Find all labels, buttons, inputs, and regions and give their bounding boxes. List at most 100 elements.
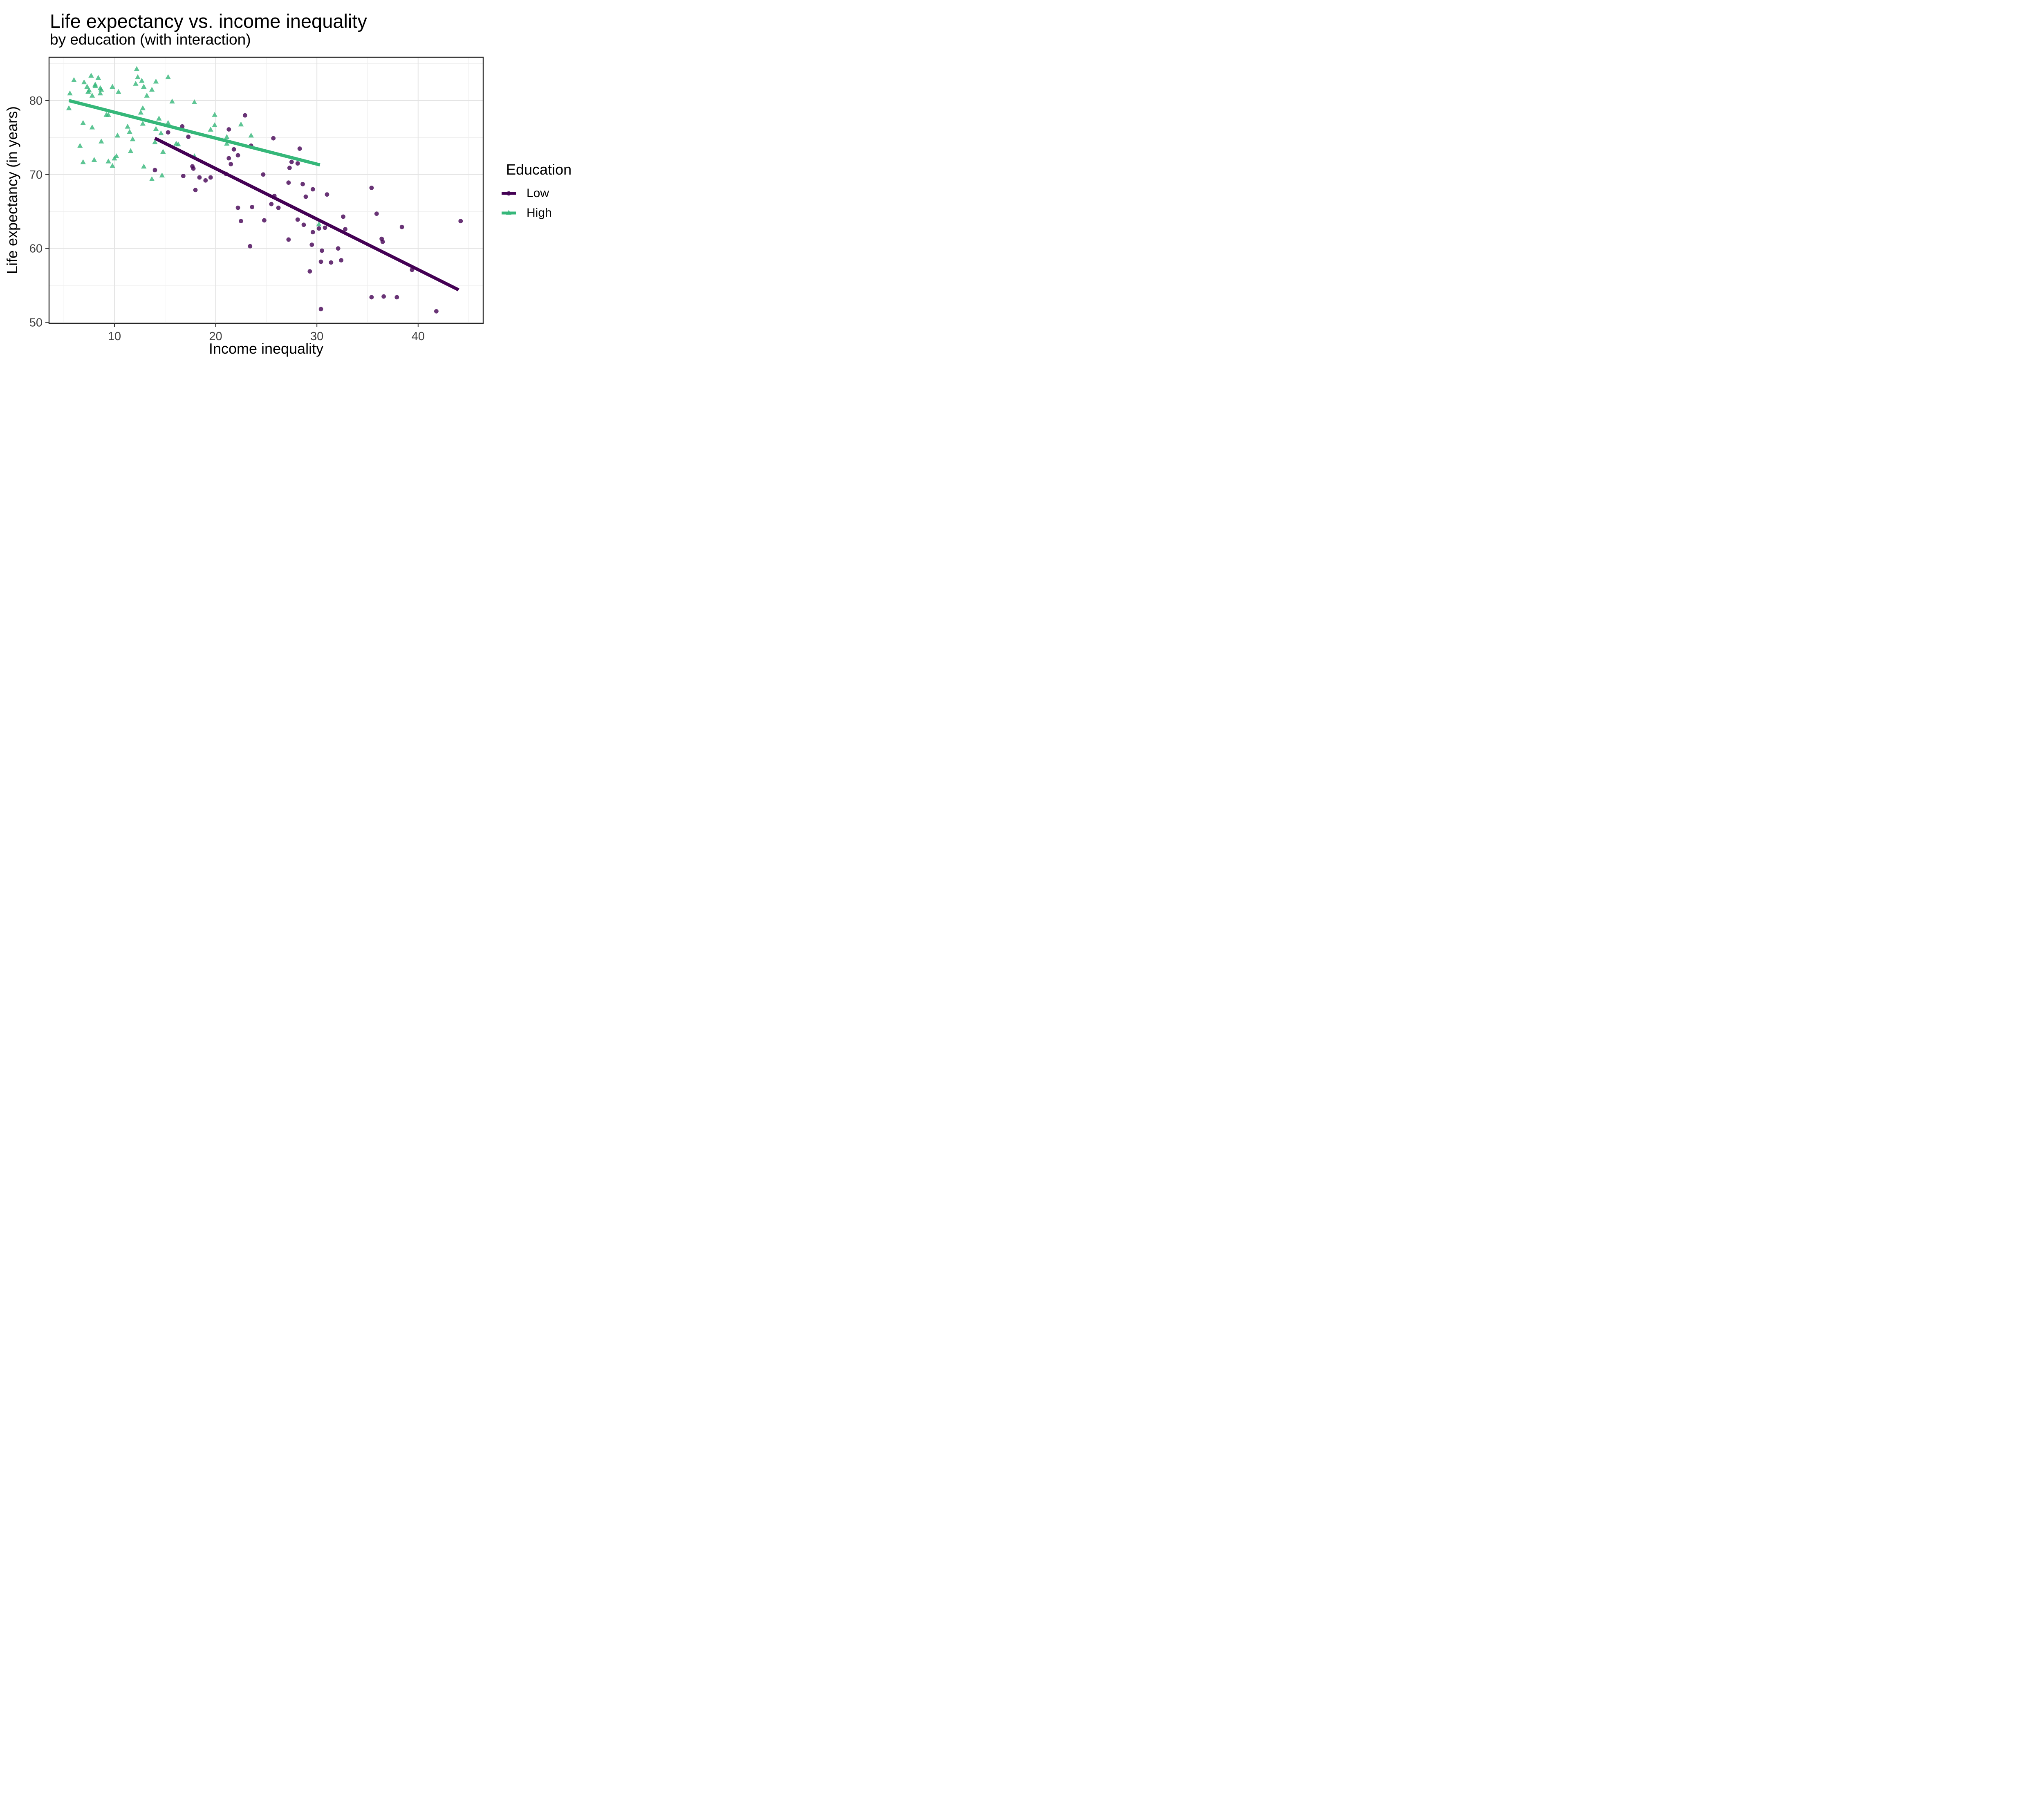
data-point-low xyxy=(180,124,185,129)
data-point-high xyxy=(208,126,213,132)
data-point-low xyxy=(458,219,463,224)
data-point-high xyxy=(81,79,87,85)
data-point-high xyxy=(105,158,111,164)
legend-title: Education xyxy=(506,161,572,178)
data-point-high xyxy=(91,157,97,162)
data-point-low xyxy=(248,244,253,249)
data-point-high xyxy=(128,148,134,153)
data-point-low xyxy=(300,182,305,186)
data-point-low xyxy=(166,130,170,135)
data-point-low xyxy=(193,188,198,193)
data-point-high xyxy=(169,99,175,104)
data-point-low xyxy=(286,237,291,242)
data-point-high xyxy=(99,138,104,144)
data-point-low xyxy=(310,230,315,235)
data-point-low xyxy=(231,147,236,152)
data-point-low xyxy=(320,248,324,253)
data-point-high xyxy=(316,221,322,227)
data-point-high xyxy=(140,105,146,110)
data-point-low xyxy=(329,260,334,265)
data-point-high xyxy=(134,66,140,71)
data-point-high xyxy=(92,83,98,88)
data-point-high xyxy=(156,115,162,121)
data-point-high xyxy=(110,163,115,168)
data-point-low xyxy=(186,135,191,139)
chart-figure: 10 20 30 40 50 60 70 80 Life expectancy vs. inc… xyxy=(0,0,589,364)
legend-item-high: High xyxy=(502,205,587,221)
data-point-low xyxy=(269,202,274,206)
data-point-low xyxy=(325,192,329,197)
data-point-low xyxy=(380,239,385,244)
data-point-low xyxy=(307,269,312,274)
data-point-low xyxy=(229,162,233,166)
data-point-high xyxy=(95,75,101,80)
x-tick-label: 20 xyxy=(209,330,222,343)
data-point-low xyxy=(261,172,266,177)
legend-key-high-icon xyxy=(502,210,516,215)
data-point-high xyxy=(127,129,132,134)
data-point-high xyxy=(80,159,86,164)
data-point-high xyxy=(84,84,90,89)
data-point-high xyxy=(159,173,165,178)
data-point-low xyxy=(242,113,247,118)
data-point-low xyxy=(323,225,327,230)
data-point-low xyxy=(208,175,213,180)
data-point-low xyxy=(381,294,386,299)
data-point-low xyxy=(399,224,404,229)
data-point-high xyxy=(97,90,103,96)
data-point-low xyxy=(336,246,341,251)
data-point-high xyxy=(141,84,147,89)
data-point-low xyxy=(310,187,315,192)
trend-line-low xyxy=(154,137,459,292)
data-point-low xyxy=(339,258,344,262)
data-point-high xyxy=(77,143,83,148)
x-tick-label: 40 xyxy=(412,330,425,343)
data-point-high xyxy=(149,87,155,92)
data-point-high xyxy=(133,81,139,86)
data-point-high xyxy=(160,149,166,154)
y-axis-title: Life expectancy (in years) xyxy=(4,106,20,274)
data-point-high xyxy=(80,120,86,125)
data-point-low xyxy=(235,153,240,158)
data-point-high xyxy=(105,112,111,117)
data-point-high xyxy=(149,176,155,182)
data-point-low xyxy=(191,166,196,171)
data-point-high xyxy=(144,92,150,98)
data-point-low xyxy=(286,180,291,185)
data-point-high xyxy=(175,141,181,147)
data-point-low xyxy=(235,205,240,210)
data-point-high xyxy=(116,89,121,94)
data-point-low xyxy=(276,205,281,210)
data-point-high xyxy=(89,124,95,130)
y-tick-label: 70 xyxy=(29,168,43,182)
data-point-high xyxy=(158,130,164,135)
y-tick-label: 50 xyxy=(29,316,43,329)
data-point-high xyxy=(248,132,254,138)
data-point-high xyxy=(191,99,197,104)
data-point-high xyxy=(212,112,217,117)
data-point-low xyxy=(226,156,231,161)
data-point-high xyxy=(238,121,244,127)
data-point-high xyxy=(114,132,121,138)
data-point-low xyxy=(434,309,439,314)
trend-line-high xyxy=(68,99,320,167)
legend-item-low: Low xyxy=(502,186,587,201)
data-point-high xyxy=(140,121,146,126)
data-point-low xyxy=(203,178,208,183)
data-point-low xyxy=(226,127,231,132)
data-point-high xyxy=(165,120,171,125)
data-point-low xyxy=(262,218,267,223)
data-point-low xyxy=(295,161,300,166)
data-point-low xyxy=(250,204,255,209)
data-point-low xyxy=(289,159,294,164)
chart-subtitle: by education (with interaction) xyxy=(50,31,251,48)
x-tick-label: 30 xyxy=(310,330,323,343)
data-point-high xyxy=(99,87,104,92)
legend-key-low-icon xyxy=(502,191,516,196)
data-point-low xyxy=(297,146,302,151)
data-point-high xyxy=(152,139,158,144)
data-point-high xyxy=(85,89,91,94)
data-point-high xyxy=(224,134,230,139)
data-point-low xyxy=(394,295,399,300)
data-point-low xyxy=(316,226,321,231)
